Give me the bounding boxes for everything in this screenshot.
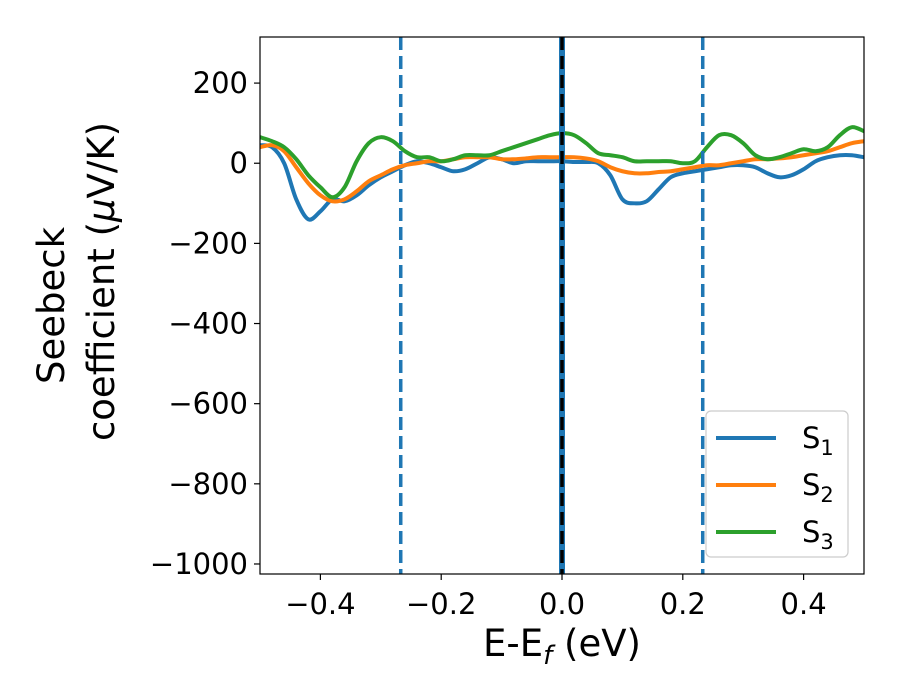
legend-box	[705, 410, 849, 558]
y-tick-label: 200	[193, 66, 248, 100]
y-axis: 200 0 −200 −400 −600 −800 −1000	[150, 66, 260, 581]
y-axis-title-line1: Seebeck	[30, 226, 73, 384]
y-tick-label: −200	[168, 226, 248, 260]
y-tick-label: −600	[168, 387, 248, 421]
y-tick-label: −400	[168, 307, 248, 341]
x-axis-title-unit: (eV)	[552, 622, 641, 665]
y-axis-title: Seebeck coefficient (μV/K)	[30, 122, 123, 441]
x-tick-label: 0.2	[660, 587, 706, 621]
y-axis-title-line2-suffix: V/K)	[80, 122, 123, 198]
legend-label-main: S	[802, 468, 820, 502]
legend-label-subscript: 3	[820, 530, 833, 554]
legend-label: S1	[802, 421, 834, 460]
y-axis-title-line2: coefficient (μV/K)	[80, 122, 123, 441]
x-tick-label: −0.2	[406, 587, 476, 621]
legend-item-s2: S2	[716, 468, 834, 507]
x-axis-title: E-Ef (eV)	[483, 622, 641, 671]
legend-label-main: S	[802, 515, 820, 549]
legend-label-subscript: 2	[820, 483, 833, 507]
y-tick-label: −1000	[150, 547, 248, 581]
y-axis-title-line2-prefix: coefficient (	[80, 222, 123, 441]
legend-item-s1: S1	[716, 421, 834, 460]
x-tick-label: 0.4	[781, 587, 827, 621]
y-tick-label: 0	[230, 146, 248, 180]
x-axis-title-main: E-E	[483, 622, 543, 665]
legend-label-subscript: 1	[820, 436, 833, 460]
x-axis: −0.4 −0.2 0.0 0.2 0.4	[285, 574, 827, 621]
x-tick-label: 0.0	[539, 587, 585, 621]
y-tick-label: −800	[168, 467, 248, 501]
legend-label: S2	[802, 468, 834, 507]
legend-item-s3: S3	[716, 515, 834, 554]
legend-label: S3	[802, 515, 834, 554]
x-tick-label: −0.4	[285, 587, 355, 621]
y-axis-title-mu: μ	[80, 198, 123, 223]
plot-area	[260, 37, 864, 574]
legend-label-main: S	[802, 421, 820, 455]
